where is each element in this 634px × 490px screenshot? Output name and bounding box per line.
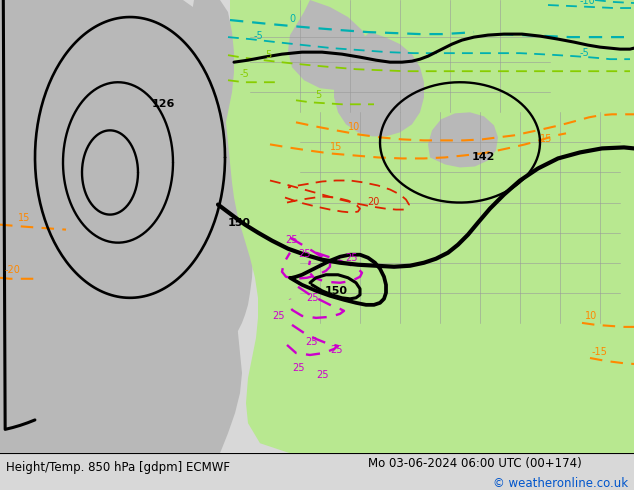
Text: 150: 150 bbox=[228, 218, 251, 228]
Text: 10: 10 bbox=[348, 122, 360, 132]
Text: 5: 5 bbox=[315, 90, 321, 100]
Polygon shape bbox=[210, 92, 253, 345]
Text: -5: -5 bbox=[254, 31, 264, 41]
Text: 25: 25 bbox=[272, 311, 285, 321]
Text: 150: 150 bbox=[325, 286, 347, 296]
Polygon shape bbox=[480, 0, 634, 127]
Text: 15: 15 bbox=[18, 213, 30, 222]
Polygon shape bbox=[288, 0, 372, 90]
Text: 15: 15 bbox=[540, 134, 552, 145]
Text: -20: -20 bbox=[5, 265, 21, 275]
Text: Mo 03-06-2024 06:00 UTC (00+174): Mo 03-06-2024 06:00 UTC (00+174) bbox=[368, 457, 581, 470]
Text: 25: 25 bbox=[345, 253, 358, 263]
Text: -5: -5 bbox=[580, 48, 590, 58]
Text: 25: 25 bbox=[330, 345, 342, 355]
Polygon shape bbox=[0, 0, 242, 453]
Polygon shape bbox=[334, 32, 424, 136]
Text: 142: 142 bbox=[472, 152, 495, 162]
Text: 20: 20 bbox=[367, 196, 379, 207]
Text: 15: 15 bbox=[330, 143, 342, 152]
Text: 25: 25 bbox=[316, 370, 328, 380]
Text: 10: 10 bbox=[601, 0, 613, 2]
Text: 25: 25 bbox=[292, 363, 304, 373]
Text: 25: 25 bbox=[285, 235, 297, 245]
Text: 5: 5 bbox=[265, 50, 271, 60]
Text: -10: -10 bbox=[580, 0, 596, 6]
Text: © weatheronline.co.uk: © weatheronline.co.uk bbox=[493, 477, 628, 490]
Text: 25: 25 bbox=[305, 337, 318, 347]
Text: -15: -15 bbox=[592, 347, 608, 357]
Text: 25: 25 bbox=[298, 249, 311, 259]
Text: -5: -5 bbox=[240, 69, 250, 79]
Text: 126: 126 bbox=[152, 99, 176, 109]
Text: 0: 0 bbox=[289, 14, 295, 24]
Polygon shape bbox=[224, 0, 634, 453]
Text: 25: 25 bbox=[306, 293, 318, 303]
Text: Height/Temp. 850 hPa [gdpm] ECMWF: Height/Temp. 850 hPa [gdpm] ECMWF bbox=[6, 462, 230, 474]
Text: 10: 10 bbox=[585, 311, 597, 321]
Polygon shape bbox=[170, 0, 234, 453]
Polygon shape bbox=[428, 112, 498, 168]
